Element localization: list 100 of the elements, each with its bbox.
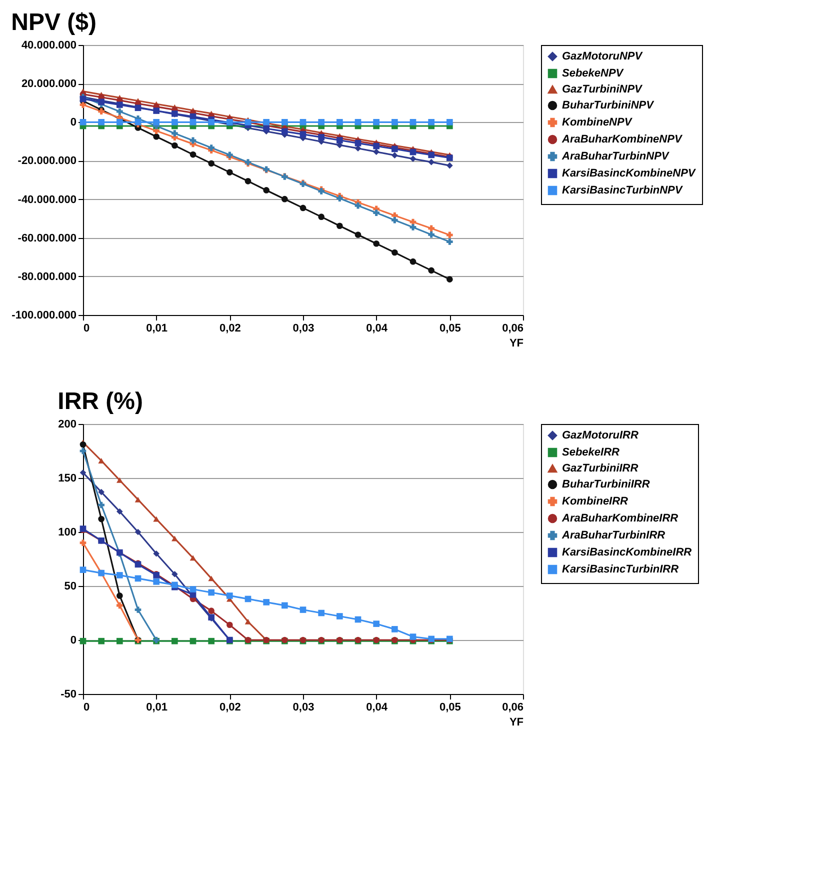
point bbox=[392, 216, 398, 224]
y-tick-label: 0 bbox=[70, 634, 76, 646]
point bbox=[208, 608, 214, 614]
legend-label: KombineNPV bbox=[562, 116, 634, 128]
point bbox=[172, 130, 178, 136]
point bbox=[428, 231, 434, 238]
point bbox=[153, 550, 160, 557]
legend-label: AraBuharTurbinIRR bbox=[561, 530, 666, 542]
legend-label: GazTurbiniNPV bbox=[562, 84, 644, 96]
x-tick-label: 0,01 bbox=[146, 702, 168, 714]
point bbox=[300, 118, 306, 126]
point bbox=[428, 118, 434, 126]
point bbox=[410, 118, 416, 126]
y-tick-label: -60.000.000 bbox=[18, 232, 76, 244]
point bbox=[208, 160, 214, 167]
point bbox=[446, 118, 453, 126]
x-tick-label: 0,05 bbox=[439, 322, 461, 334]
legend-label: AraBuharKombineIRR bbox=[561, 512, 678, 524]
point bbox=[392, 249, 398, 256]
point bbox=[134, 118, 142, 126]
x-tick-label: 0,04 bbox=[366, 322, 388, 334]
point bbox=[80, 638, 86, 644]
point bbox=[208, 576, 214, 582]
point bbox=[172, 570, 178, 578]
point bbox=[428, 225, 434, 232]
legend-label: BuharTurbiniNPV bbox=[562, 100, 656, 112]
point bbox=[336, 222, 343, 230]
point bbox=[226, 169, 233, 176]
point bbox=[354, 616, 362, 623]
point bbox=[410, 156, 416, 162]
point bbox=[263, 187, 270, 194]
legend-label: KarsiBasincKombineNPV bbox=[562, 168, 697, 180]
point bbox=[392, 118, 398, 126]
chart-title: NPV ($) bbox=[11, 9, 97, 36]
point bbox=[282, 128, 288, 135]
point bbox=[98, 458, 104, 464]
point bbox=[190, 555, 196, 561]
point bbox=[80, 540, 86, 546]
point bbox=[373, 118, 380, 126]
legend-label: AraBuharKombineNPV bbox=[561, 134, 684, 146]
point bbox=[318, 118, 324, 126]
point bbox=[282, 196, 288, 202]
point bbox=[373, 148, 380, 156]
legend-label: SebekeNPV bbox=[562, 68, 625, 80]
x-tick-label: 0,05 bbox=[439, 702, 461, 714]
legend-label: GazMotoruIRR bbox=[562, 430, 638, 442]
point bbox=[172, 142, 178, 149]
point bbox=[116, 592, 123, 599]
point bbox=[373, 240, 380, 247]
point bbox=[153, 516, 160, 522]
y-tick-label: 40.000.000 bbox=[21, 40, 76, 52]
point bbox=[80, 102, 86, 108]
x-tick-label: 0,03 bbox=[292, 702, 314, 714]
point bbox=[263, 599, 270, 606]
point bbox=[190, 137, 196, 144]
x-tick-label: 0,01 bbox=[146, 322, 168, 334]
legend-label: KarsiBasincKombineIRR bbox=[562, 546, 692, 558]
x-tick-label: 0,04 bbox=[366, 702, 388, 714]
point bbox=[336, 195, 343, 202]
point bbox=[116, 572, 123, 578]
point bbox=[190, 638, 196, 644]
x-tick-label: 0,02 bbox=[219, 702, 241, 714]
point bbox=[446, 238, 453, 245]
point bbox=[153, 118, 160, 126]
point bbox=[98, 516, 104, 522]
point bbox=[116, 477, 123, 483]
point bbox=[392, 152, 398, 158]
point bbox=[80, 566, 86, 573]
point bbox=[116, 508, 123, 515]
point bbox=[208, 144, 214, 151]
point bbox=[208, 589, 214, 596]
y-tick-label: 0 bbox=[70, 116, 76, 129]
point bbox=[318, 214, 324, 220]
point bbox=[428, 267, 434, 274]
legend-label: KombineIRR bbox=[562, 496, 628, 508]
legend-label: KarsiBasincTurbinNPV bbox=[562, 184, 684, 196]
point bbox=[134, 528, 142, 536]
point bbox=[392, 626, 398, 632]
point bbox=[244, 596, 252, 602]
point bbox=[263, 125, 270, 132]
legend-label: AraBuharTurbinNPV bbox=[561, 150, 670, 162]
y-tick-label: 200 bbox=[58, 418, 76, 430]
chart-title: IRR (%) bbox=[58, 388, 143, 415]
point bbox=[410, 224, 416, 230]
x-tick-label: 0,06 bbox=[502, 702, 524, 714]
point bbox=[98, 118, 104, 126]
point bbox=[172, 536, 178, 542]
point bbox=[80, 469, 86, 476]
point bbox=[116, 602, 123, 609]
point bbox=[98, 502, 104, 508]
point bbox=[373, 210, 380, 216]
point bbox=[116, 108, 123, 115]
point bbox=[446, 276, 453, 282]
point bbox=[318, 610, 324, 616]
y-tick-label: -40.000.000 bbox=[18, 194, 76, 206]
point bbox=[116, 638, 123, 644]
x-tick-label: 0,06 bbox=[502, 322, 524, 334]
x-tick-label: 0 bbox=[84, 322, 90, 334]
point bbox=[116, 118, 123, 126]
point bbox=[208, 638, 214, 644]
